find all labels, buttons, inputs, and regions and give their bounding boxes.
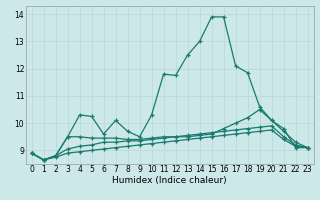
X-axis label: Humidex (Indice chaleur): Humidex (Indice chaleur) [112,176,227,185]
